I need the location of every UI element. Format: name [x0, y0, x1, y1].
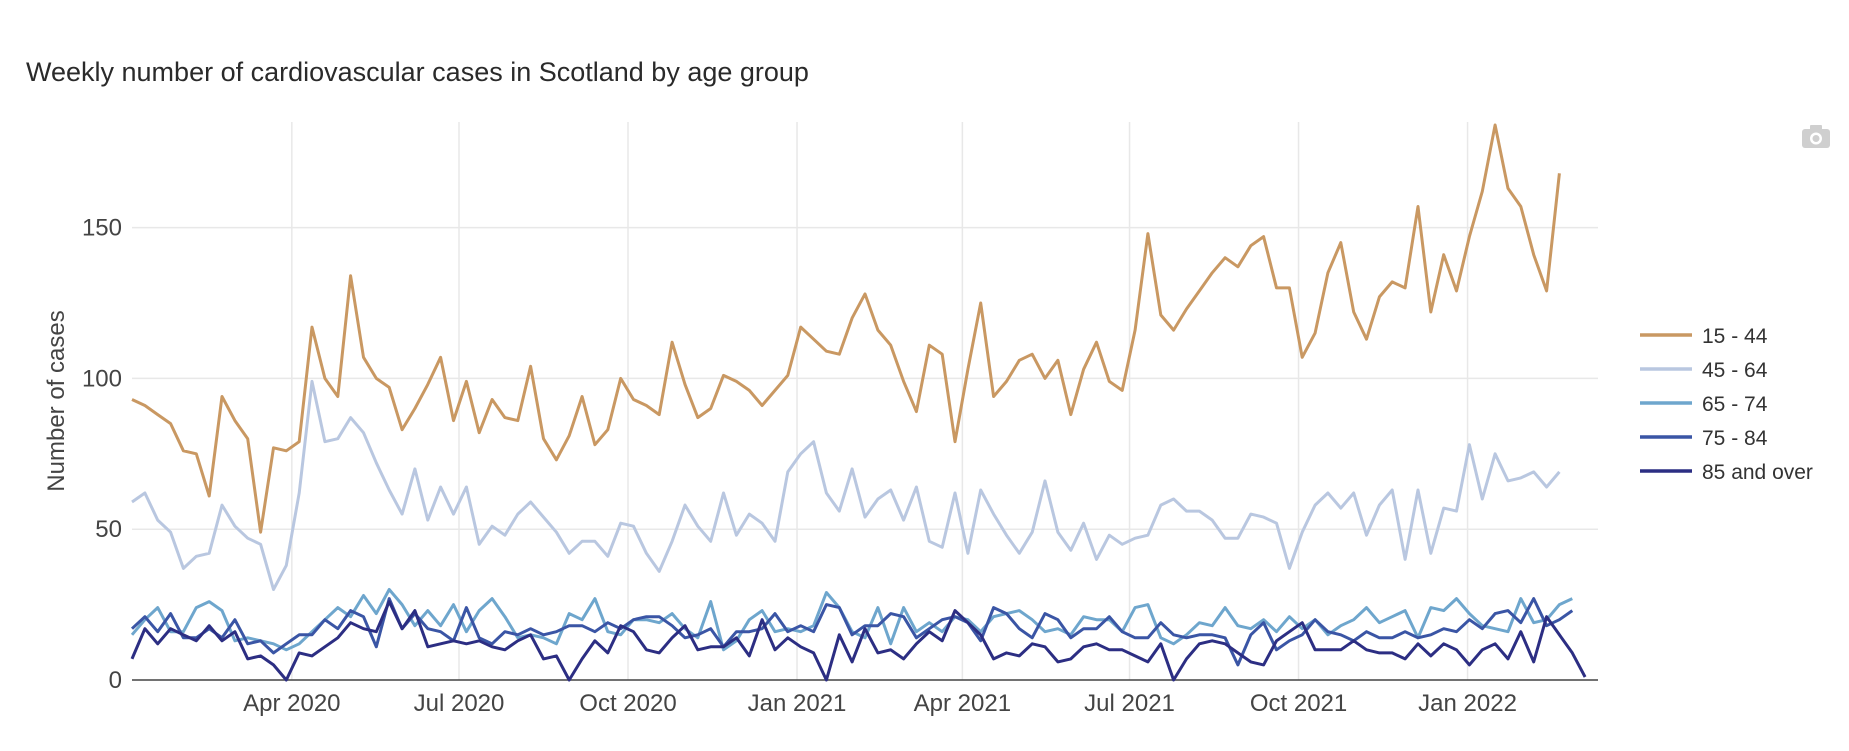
series-lines — [130, 123, 1587, 682]
legend-item[interactable]: 45 - 64 — [1640, 359, 1768, 382]
x-tick-label: Jan 2022 — [1418, 690, 1517, 717]
chart-title: Weekly number of cardiovascular cases in… — [26, 57, 809, 87]
legend-item[interactable]: 85 and over — [1640, 461, 1813, 484]
x-tick-label: Oct 2021 — [1250, 690, 1347, 717]
legend-label: 45 - 64 — [1702, 359, 1768, 382]
x-axis-ticks: Apr 2020 Jul 2020 Oct 2020 Jan 2021 Apr 2021… — [243, 690, 1517, 717]
series-line-3 — [130, 597, 1574, 667]
y-axis-title: Number of cases — [43, 310, 70, 491]
x-tick-label: Jul 2021 — [1084, 690, 1175, 717]
y-axis-ticks: 0 50 100 150 — [82, 215, 122, 694]
series-line-1 — [131, 379, 1561, 591]
y-tick-label: 100 — [82, 365, 122, 392]
legend-label: 15 - 44 — [1702, 325, 1768, 348]
camera-icon[interactable] — [1802, 125, 1830, 148]
legend-item[interactable]: 15 - 44 — [1640, 325, 1768, 348]
series-line-4 — [130, 600, 1587, 682]
y-tick-label: 0 — [109, 667, 122, 694]
x-tick-label: Oct 2020 — [579, 690, 676, 717]
x-tick-label: Apr 2020 — [243, 690, 340, 717]
x-tick-label: Jul 2020 — [414, 690, 505, 717]
legend: 15 - 44 45 - 64 65 - 74 75 - 84 85 and over — [1640, 325, 1813, 484]
legend-label: 75 - 84 — [1702, 427, 1768, 450]
y-tick-label: 50 — [95, 516, 122, 543]
series-line-0 — [131, 123, 1561, 534]
legend-item[interactable]: 75 - 84 — [1640, 427, 1768, 450]
y-tick-label: 150 — [82, 215, 122, 242]
legend-label: 65 - 74 — [1702, 393, 1768, 416]
legend-label: 85 and over — [1702, 461, 1813, 484]
gridlines — [132, 122, 1598, 680]
x-tick-label: Apr 2021 — [914, 690, 1011, 717]
legend-item[interactable]: 65 - 74 — [1640, 393, 1768, 416]
x-tick-label: Jan 2021 — [748, 690, 847, 717]
